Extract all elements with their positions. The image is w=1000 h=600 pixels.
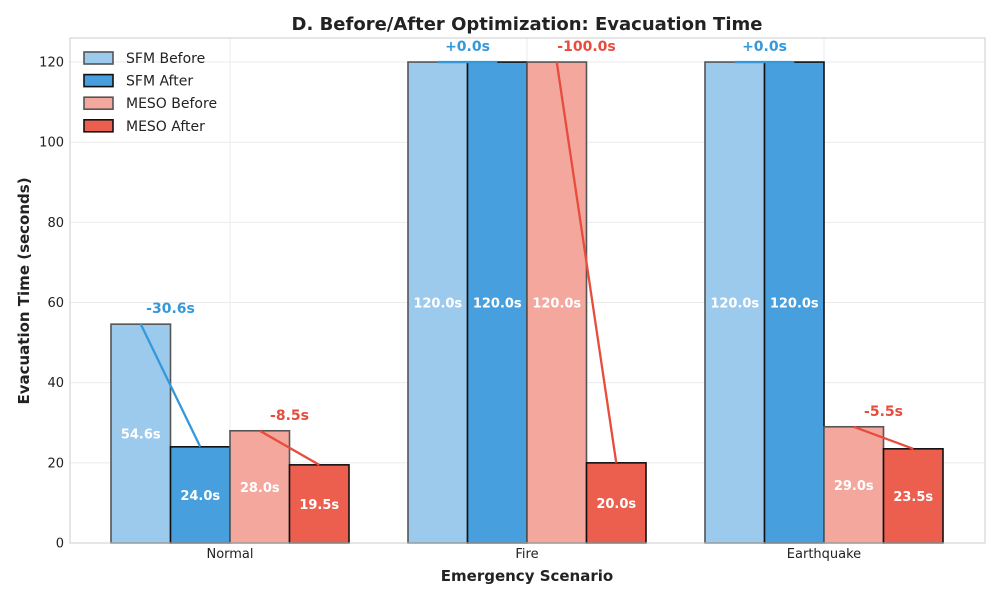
y-tick-label: 120 [39,56,64,71]
change-delta-label: -8.5s [270,408,309,424]
bar-value-label: 28.0s [240,481,280,496]
legend-entry-label: SFM Before [126,51,205,67]
bar-value-label: 20.0s [596,497,636,512]
plot-area: 0 20 40 60 80 100 120 Normal Fire Earthquake 54.6s… [39,37,986,562]
change-connector-line [259,429,320,466]
bar-meso-before [823,425,885,544]
x-axis-label: Emergency Scenario [441,567,613,585]
bar-value-label: 29.0s [834,479,874,494]
bar-meso-before [229,429,291,544]
y-tick-label: 80 [47,216,64,231]
bar-value-label: 23.5s [893,490,933,505]
legend-swatch [83,51,114,65]
bar-value-label: 19.5s [299,498,339,513]
legend-entry-label: MESO Before [126,96,217,112]
bar-sfm-before [704,61,766,544]
bar-value-label: 120.0s [770,297,819,312]
change-delta-label: -5.5s [864,404,903,420]
change-delta-label: +0.0s [742,39,787,55]
change-delta-label: -30.6s [146,301,195,317]
bar-value-label: 120.0s [532,297,581,312]
bar-value-label: 24.0s [180,489,220,504]
x-tick-label: Fire [515,547,538,562]
change-delta-label: -100.0s [557,39,615,55]
y-tick-label: 60 [47,296,64,311]
y-tick-label: 40 [47,376,64,391]
x-tick-label: Normal [206,547,253,562]
x-tick-label: Earthquake [787,547,861,562]
y-tick-label: 100 [39,136,64,151]
bar-sfm-after [466,61,528,544]
y-tick-label: 20 [47,456,64,471]
legend-entry-label: SFM After [126,74,193,90]
legend-swatch [83,96,114,110]
bar-value-label: 120.0s [413,297,462,312]
plot-frame [69,37,986,544]
legend-swatch [83,119,114,133]
legend-entry-label: MESO After [126,119,205,135]
change-delta-label: +0.0s [445,39,490,55]
y-tick-label: 0 [56,537,64,552]
bar-sfm-before [110,323,172,544]
bar-value-label: 54.6s [121,428,161,443]
change-connector-line [853,425,914,450]
chart-title: D. Before/After Optimization: Evacuation… [292,14,763,35]
bar-value-label: 120.0s [473,297,522,312]
y-axis-label: Evacuation Time (seconds) [15,177,33,404]
change-connector-line [555,61,618,464]
change-connector-line [139,323,202,448]
bar-value-label: 120.0s [710,297,759,312]
bar-meso-before [526,61,588,544]
legend-swatch [83,73,114,88]
